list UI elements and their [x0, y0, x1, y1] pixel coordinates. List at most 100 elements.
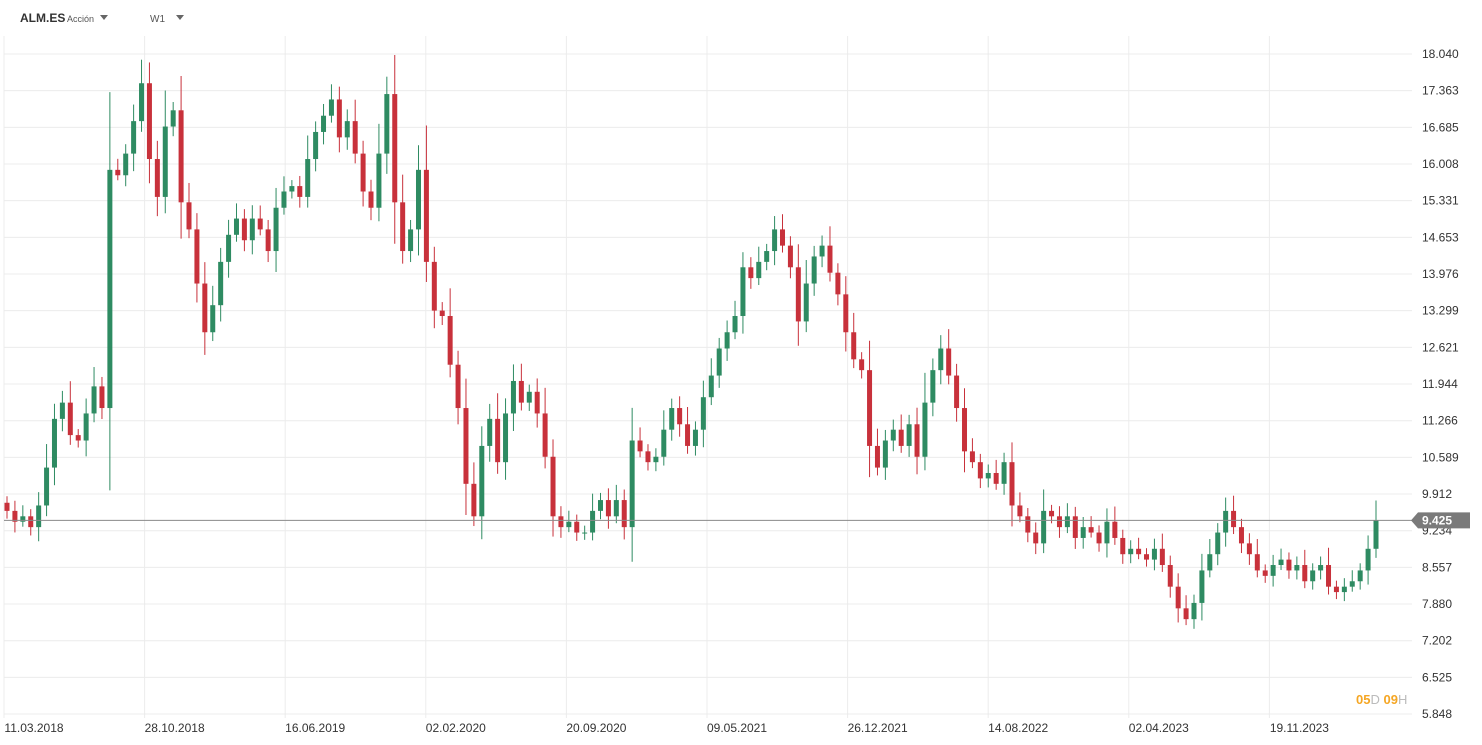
candle-body [1341, 586, 1347, 593]
candle-body [993, 472, 999, 484]
y-tick-label: 16.685 [1422, 120, 1459, 134]
candle-body [289, 186, 295, 192]
x-tick-label: 19.11.2023 [1270, 721, 1329, 735]
candle-body [590, 510, 596, 533]
y-tick-label: 9.912 [1422, 487, 1452, 501]
candle-body [210, 305, 216, 333]
candle-body [273, 207, 279, 252]
x-tick-label: 02.02.2020 [426, 721, 486, 735]
countdown-hours-unit: H [1397, 692, 1408, 707]
candle-body [914, 424, 920, 457]
instrument-type-label: Acción [67, 14, 95, 24]
timeframe-label[interactable]: W1 [150, 14, 165, 25]
y-tick-label: 14.653 [1422, 230, 1459, 244]
candle-body [376, 153, 382, 208]
candle-body [503, 413, 509, 463]
candle-body [1017, 505, 1023, 517]
candle-body [400, 202, 406, 252]
y-tick-label: 7.202 [1422, 634, 1452, 648]
candle-body [534, 391, 540, 414]
candle-body [1294, 565, 1300, 571]
candle-body [1136, 548, 1142, 555]
candle-body [653, 456, 659, 463]
candle-body [447, 316, 453, 365]
candle-body [194, 229, 200, 284]
x-tick-label: 20.09.2020 [566, 721, 626, 735]
candle-body [1080, 527, 1086, 538]
candle-body [1302, 565, 1308, 582]
candle-body [1357, 570, 1363, 582]
candle-body [795, 267, 801, 322]
candle-body [455, 364, 461, 409]
candle-body [835, 272, 841, 295]
timeframe-dropdown-icon[interactable] [176, 15, 184, 20]
candle-body [4, 502, 10, 511]
y-tick-label: 13.976 [1422, 267, 1459, 281]
candle-body [439, 310, 445, 317]
x-tick-label: 09.05.2021 [707, 721, 767, 735]
candle-body [700, 397, 706, 430]
candle-body [1120, 537, 1126, 555]
candle-body [1144, 554, 1150, 560]
candle-body [344, 121, 350, 138]
candle-body [487, 418, 493, 446]
candle-body [1333, 586, 1339, 593]
countdown-days-unit: D [1370, 692, 1380, 707]
candle-body [1365, 548, 1371, 571]
candle-body [874, 445, 880, 468]
candle-body [83, 413, 89, 441]
candle-body [463, 408, 469, 484]
countdown-days: 05 [1356, 692, 1371, 707]
candle-body [890, 429, 896, 441]
candle-body [597, 500, 603, 511]
candle-body [787, 245, 793, 268]
candle-body [1167, 565, 1173, 587]
symbol-label[interactable]: ALM.ES [20, 11, 66, 25]
candle-body [360, 153, 366, 192]
candle-body [233, 218, 239, 235]
symbol-dropdown-icon[interactable] [100, 15, 108, 20]
candle-body [637, 440, 643, 452]
candle-body [384, 94, 390, 154]
candle-body [1088, 527, 1094, 533]
candle-body [803, 283, 809, 322]
x-tick-label: 26.12.2021 [848, 721, 908, 735]
candle-body [226, 234, 232, 262]
x-tick-label: 11.03.2018 [4, 721, 63, 735]
candle-body [1009, 462, 1015, 506]
candle-body [1270, 565, 1276, 576]
candle-body [1278, 559, 1284, 566]
candle-body [423, 169, 429, 262]
candle-body [550, 456, 556, 517]
candle-body [661, 429, 667, 457]
candle-body [408, 229, 414, 252]
candle-body [1238, 527, 1244, 544]
candle-body [708, 375, 714, 398]
candle-body [1199, 570, 1205, 603]
candle-body [582, 532, 588, 534]
candle-body [1254, 554, 1260, 571]
candle-body [566, 521, 572, 528]
candle-body [99, 386, 105, 409]
candle-body [574, 521, 580, 533]
candle-body [139, 83, 145, 122]
candle-body [692, 429, 698, 446]
candle-body [906, 424, 912, 446]
candle-body [1159, 548, 1165, 566]
candle-body [328, 99, 334, 116]
y-tick-label: 15.331 [1422, 194, 1459, 208]
candle-body [297, 186, 303, 197]
candle-body [1262, 570, 1268, 576]
candle-body [1207, 554, 1213, 571]
chart-toolbar: ALM.ES Acción W1 [0, 0, 1482, 36]
candle-body [1231, 510, 1237, 528]
candle-body [154, 159, 160, 197]
candle-body [59, 402, 65, 419]
candle-body [75, 435, 81, 441]
candle-body [922, 402, 928, 457]
candle-body [811, 256, 817, 284]
candle-body [1033, 532, 1039, 544]
bar-countdown: 05D 09H [1356, 692, 1407, 707]
y-tick-label: 12.621 [1422, 340, 1459, 354]
